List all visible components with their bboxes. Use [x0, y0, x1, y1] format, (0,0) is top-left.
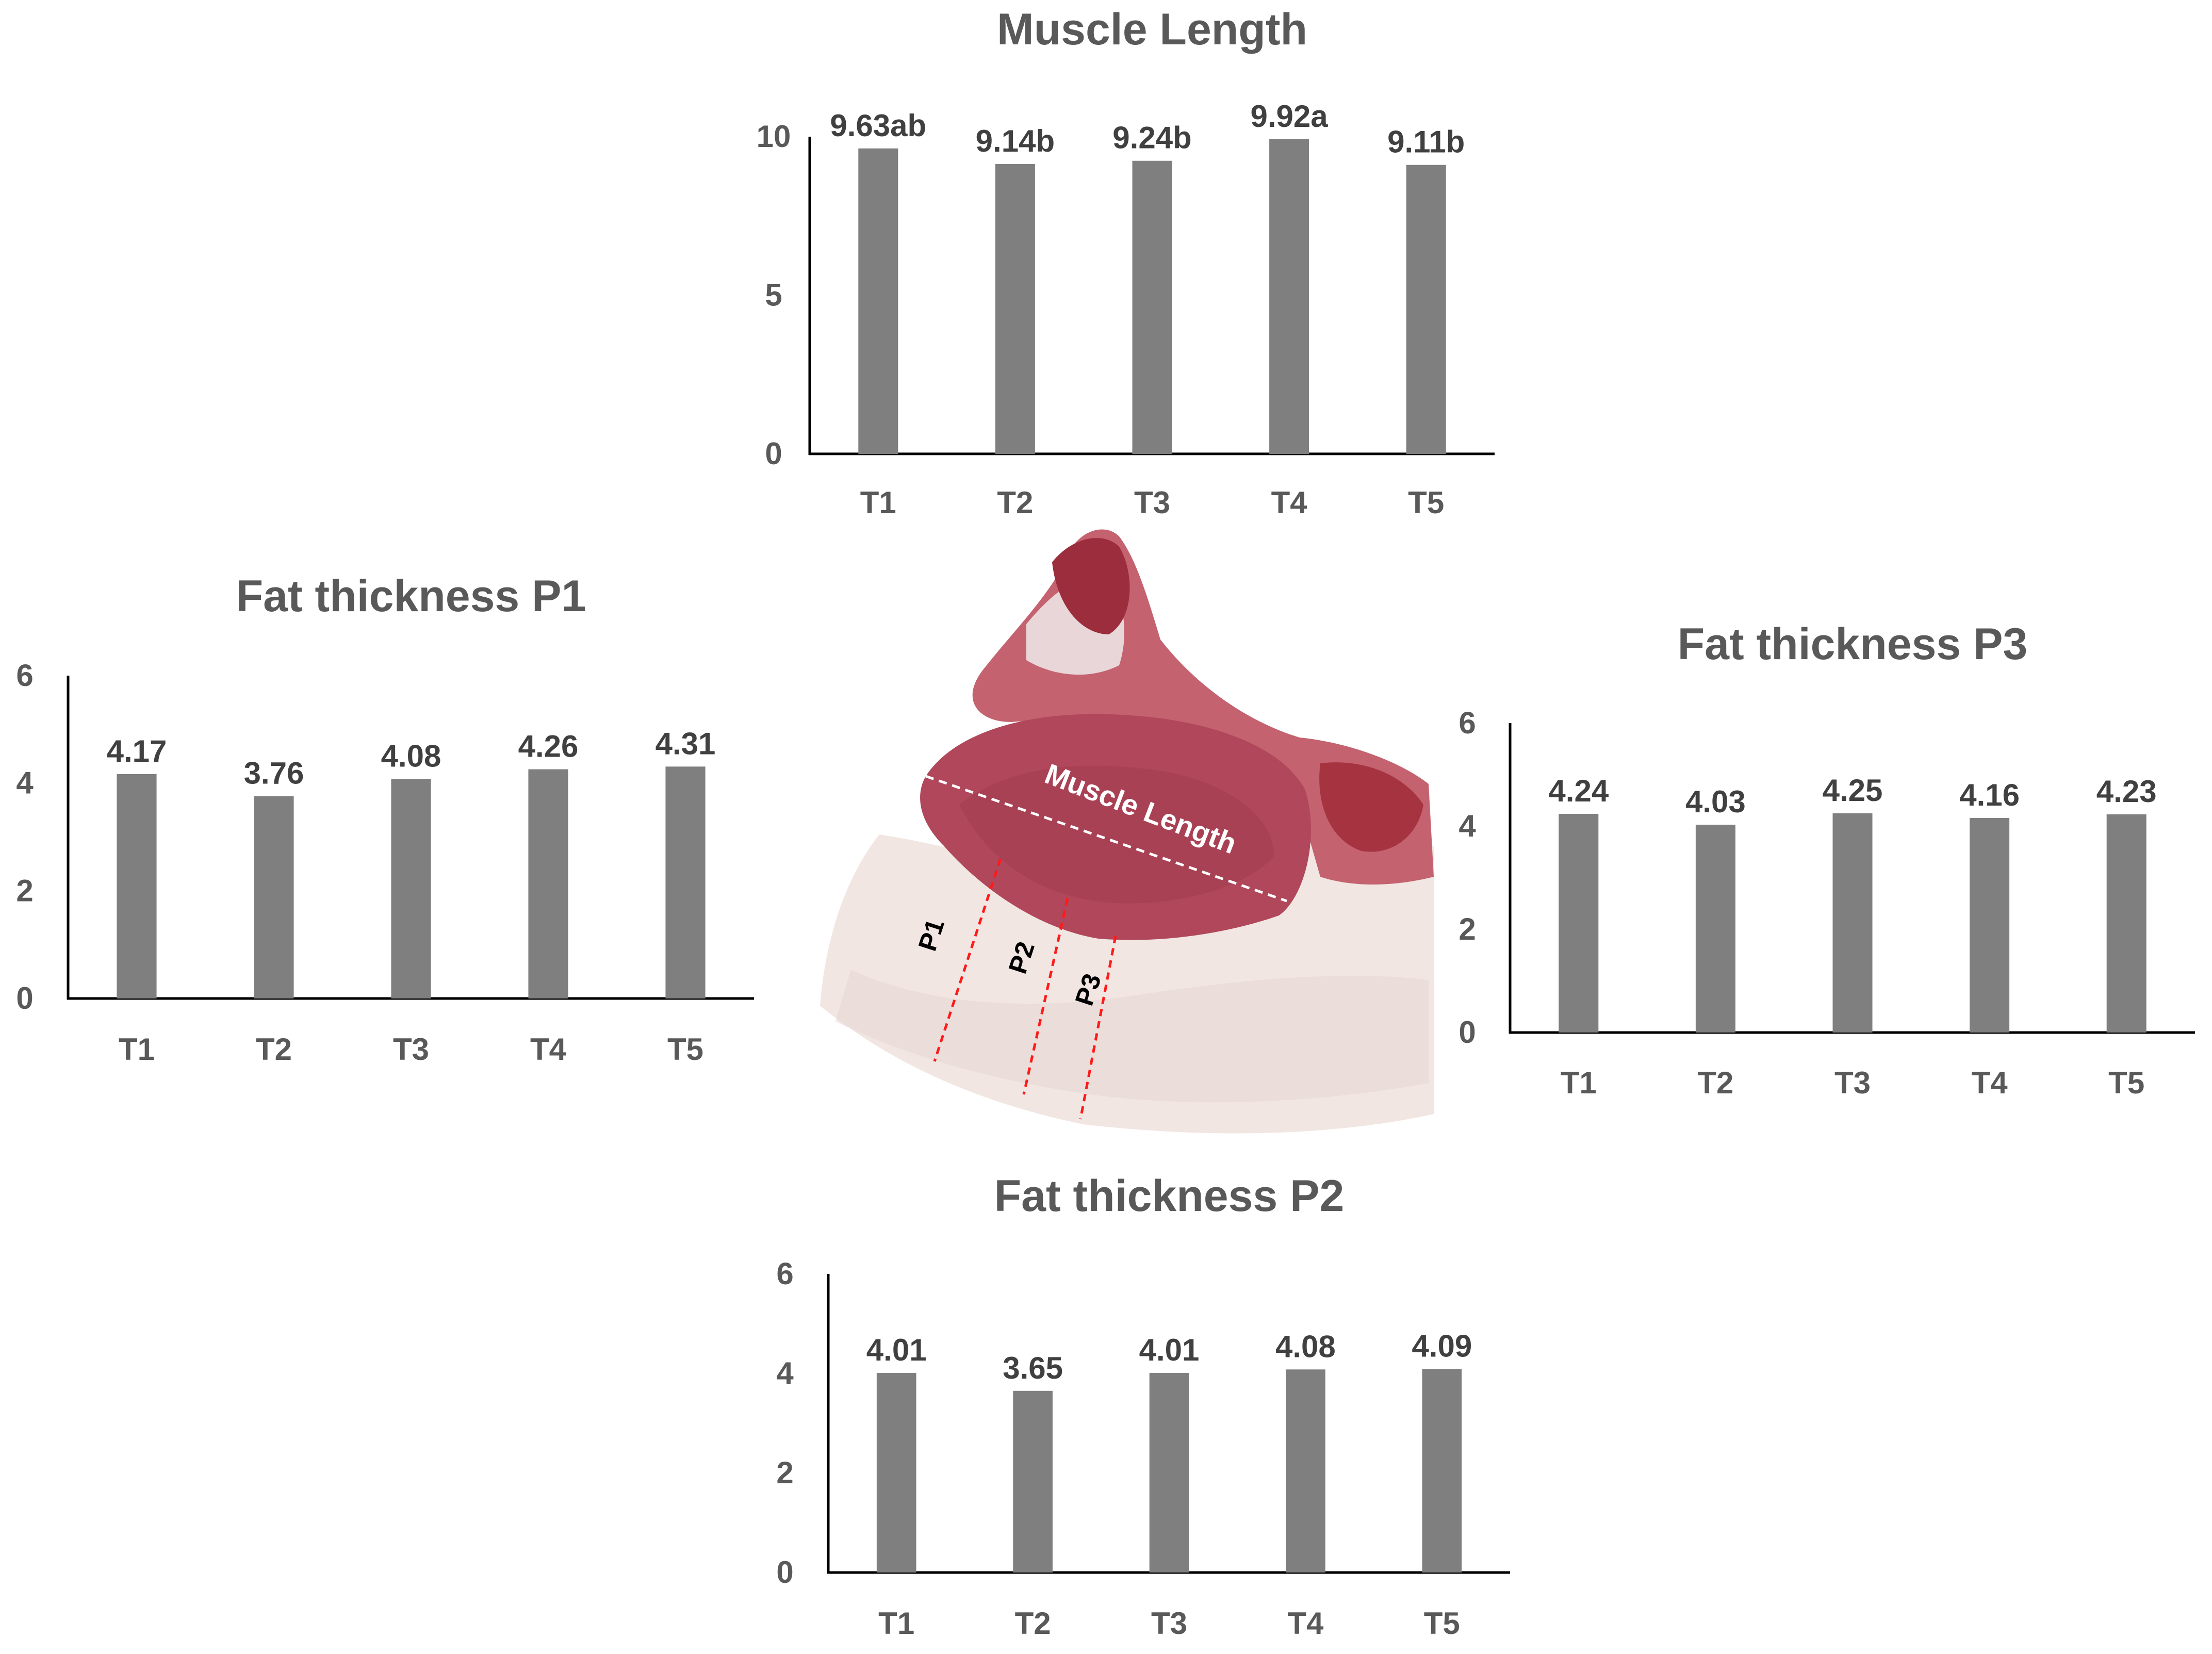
data-label: 4.01 [1139, 1333, 1200, 1367]
chart-title: Fat thickness P3 [1678, 619, 2028, 669]
data-label: 4.26 [518, 729, 579, 764]
x-tick-label: T2 [1015, 1606, 1051, 1641]
data-label: 9.11b [1387, 125, 1465, 159]
data-label: 4.16 [1959, 778, 2020, 812]
bar [1406, 165, 1446, 454]
y-tick-label: 10 [757, 119, 791, 154]
bar [391, 779, 431, 998]
pork-chop-photo: Muscle Length P1 P2 P3 [820, 529, 1434, 1134]
x-tick-label: T1 [1561, 1066, 1597, 1100]
bar [528, 769, 568, 998]
y-tick-label: 4 [776, 1356, 794, 1390]
x-tick-label: T1 [878, 1606, 914, 1641]
data-label: 9.14b [976, 124, 1055, 158]
bar [254, 796, 294, 998]
x-tick-label: T3 [1134, 485, 1170, 520]
fat-thickness-p3-chart: Fat thickness P3 0 2 4 6 4.24 T1 4.03 T2 4.25 T3 4.… [1459, 619, 2195, 1100]
x-tick-label: T5 [667, 1032, 703, 1067]
x-tick-label: T4 [1271, 485, 1308, 520]
y-tick-label: 6 [776, 1256, 793, 1291]
fat-shading [835, 970, 1429, 1103]
data-label: 9.63ab [830, 108, 926, 143]
y-tick-label: 2 [16, 873, 33, 908]
muscle-length-chart: Muscle Length 0 5 10 9.63ab T1 9.14b T2 9.24b T3 9… [757, 5, 1495, 520]
data-label: 4.31 [656, 726, 716, 761]
y-tick-label: 0 [776, 1555, 793, 1590]
bar [858, 148, 898, 454]
data-label: 4.01 [866, 1333, 927, 1367]
y-tick-label: 2 [776, 1455, 793, 1490]
bar [1286, 1369, 1325, 1573]
p3-line [1079, 936, 1117, 1120]
fat-thickness-p2-chart: Fat thickness P2 0 2 4 6 4.01 T1 3.65 T2 4.01 T3 4.… [776, 1171, 1510, 1641]
data-label: 3.76 [244, 756, 304, 791]
red-meat-top [1052, 538, 1130, 634]
y-tick-label: 0 [1459, 1015, 1476, 1050]
bar [995, 163, 1035, 454]
bar [1422, 1369, 1462, 1573]
x-tick-label: T3 [393, 1032, 429, 1067]
data-label: 4.08 [381, 739, 441, 773]
right-lean [1319, 762, 1423, 852]
data-label: 9.92a [1251, 99, 1329, 134]
bar [1970, 818, 2010, 1033]
bar [665, 766, 706, 998]
y-tick-label: 4 [16, 766, 34, 800]
chart-title: Muscle Length [997, 5, 1307, 54]
x-tick-label: T4 [1287, 1606, 1324, 1641]
chart-title: Fat thickness P2 [994, 1171, 1345, 1221]
x-tick-label: T1 [860, 485, 896, 520]
fat-thickness-p1-chart: Fat thickness P1 0 2 4 6 4.17 T1 3.76 T2 4.08 T3 4.… [16, 571, 754, 1067]
bar [1695, 825, 1735, 1033]
x-tick-label: T2 [997, 485, 1033, 520]
data-label: 3.65 [1003, 1351, 1063, 1385]
x-tick-label: T5 [2108, 1066, 2144, 1100]
y-tick-label: 6 [16, 658, 33, 693]
x-tick-label: T4 [1972, 1066, 2008, 1100]
muscle-length-line [925, 775, 1287, 903]
data-label: 4.09 [1412, 1329, 1472, 1363]
y-tick-label: 4 [1459, 809, 1476, 843]
data-label: 4.24 [1548, 774, 1609, 808]
bar [1149, 1373, 1189, 1573]
y-tick-label: 2 [1459, 912, 1476, 946]
data-label: 4.25 [1823, 773, 1883, 808]
x-tick-label: T5 [1408, 485, 1444, 520]
x-tick-label: T3 [1834, 1066, 1871, 1100]
x-tick-label: T3 [1151, 1606, 1187, 1641]
x-tick-label: T4 [530, 1032, 567, 1067]
chart-title: Fat thickness P1 [236, 571, 586, 621]
x-tick-label: T2 [1697, 1066, 1733, 1100]
data-label: 9.24b [1112, 121, 1191, 155]
x-tick-label: T5 [1424, 1606, 1460, 1641]
bar [1832, 813, 1873, 1033]
bar [1132, 160, 1172, 454]
y-tick-label: 0 [16, 981, 33, 1016]
x-tick-label: T1 [119, 1032, 155, 1067]
bar [1559, 814, 1599, 1033]
data-label: 4.17 [107, 734, 167, 768]
data-label: 4.23 [2096, 774, 2157, 809]
y-tick-label: 0 [765, 436, 782, 471]
bar [876, 1373, 916, 1573]
x-tick-label: T2 [256, 1032, 292, 1067]
y-tick-label: 6 [1459, 706, 1476, 740]
p1-line [933, 858, 1002, 1062]
bar [1013, 1390, 1053, 1573]
bar [117, 774, 157, 998]
data-label: 4.03 [1685, 784, 1746, 819]
bar [2106, 814, 2147, 1033]
y-tick-label: 5 [765, 278, 782, 313]
data-label: 4.08 [1275, 1329, 1336, 1364]
p2-line [1022, 898, 1069, 1095]
bar [1269, 139, 1309, 454]
